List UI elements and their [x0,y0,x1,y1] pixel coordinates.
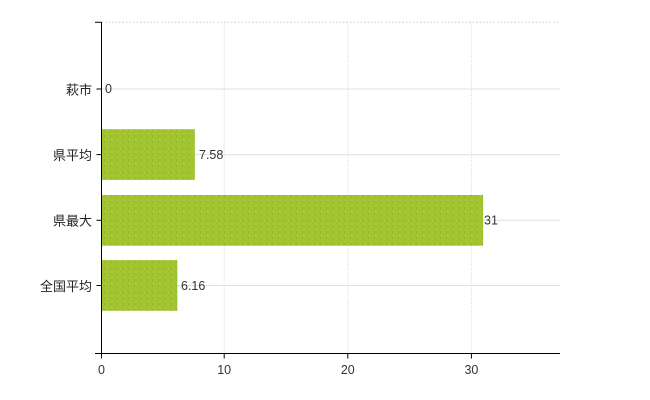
svg-text:全国平均: 全国平均 [40,279,92,294]
svg-text:0: 0 [105,82,112,96]
svg-text:31: 31 [484,214,498,228]
svg-text:県最大: 県最大 [53,214,92,229]
svg-text:7.58: 7.58 [199,148,223,162]
svg-text:0: 0 [98,363,105,377]
svg-text:県平均: 県平均 [53,148,92,163]
svg-text:20: 20 [341,363,355,377]
svg-text:萩市: 萩市 [66,83,92,98]
svg-text:10: 10 [217,363,231,377]
svg-text:6.16: 6.16 [181,279,205,293]
svg-text:30: 30 [464,363,478,377]
